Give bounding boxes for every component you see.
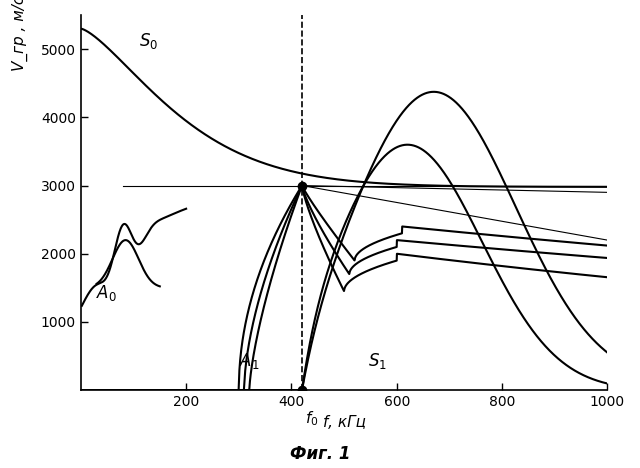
Y-axis label: V_гр , м/с: V_гр , м/с — [12, 0, 28, 72]
Text: $f_0$: $f_0$ — [305, 409, 318, 428]
X-axis label: f, кГц: f, кГц — [323, 415, 365, 430]
Text: $A_1$: $A_1$ — [239, 351, 259, 371]
Text: $S_0$: $S_0$ — [139, 31, 158, 51]
Text: $S_1$: $S_1$ — [368, 351, 387, 371]
Text: Фиг. 1: Фиг. 1 — [290, 445, 350, 463]
Text: $A_0$: $A_0$ — [95, 283, 116, 303]
